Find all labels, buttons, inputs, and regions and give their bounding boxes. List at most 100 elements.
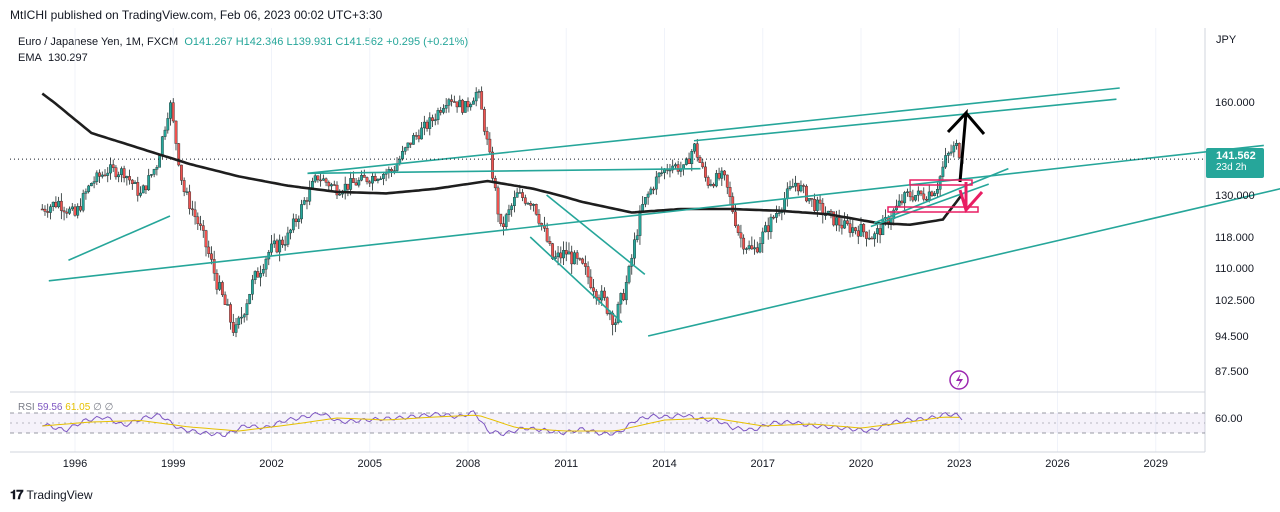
candle-body [193,209,197,218]
rsi-band [10,412,1205,434]
candle-body [562,250,565,259]
candle-body [627,266,631,283]
rsi-axis: 60.00 [1215,413,1243,425]
candle-body [641,203,645,212]
candle-body [294,218,298,223]
candle-body [652,188,655,191]
candle-body [815,199,819,211]
candle-body [469,104,473,108]
time-tick: 2017 [751,458,775,470]
candle-body [346,183,350,190]
candle-body [578,258,582,260]
ema-line [41,92,964,227]
candle-body [728,187,732,197]
candle-body [897,200,901,207]
candle-body [676,164,680,172]
candle-body [875,228,879,234]
candle-body [799,185,803,192]
candle-body [624,282,628,301]
price-tick: 160.000 [1215,97,1255,109]
candle-body [496,187,500,215]
candle-body [905,191,909,193]
candle-body [212,259,216,274]
candle-body [412,135,415,145]
candle-body [916,190,920,196]
candle-body [480,91,484,110]
candle-body [166,118,170,131]
candle-body [482,109,486,132]
rsi-line [42,410,963,438]
candle-body [698,157,702,163]
rsi-band-fill [10,413,1205,433]
candle-body [368,181,372,184]
projection-arrows[interactable] [887,108,986,214]
candle-body [736,225,740,233]
candle-body [220,282,224,296]
candle-body [854,227,857,231]
candle-body [788,186,792,190]
candle-body [422,121,426,129]
candle-body [242,314,246,318]
candle-body [474,91,478,102]
ema-value: 130.297 [47,52,88,64]
candle-body [835,217,838,226]
candle-body [365,177,369,183]
time-tick: 1996 [63,458,87,470]
candle-body [753,247,756,250]
rsi-label: RSI [18,402,35,413]
candle-body [564,250,568,255]
ema-legend[interactable]: EMA 130.297 [18,52,88,64]
candle-body [573,252,576,265]
candle-body [403,147,407,152]
dividend-icon[interactable] [949,370,969,390]
rsi-ma-value: 61.05 [65,402,91,413]
publisher-caption: MtICHI published on TradingView.com, Feb… [10,8,383,22]
candle-body [537,214,541,224]
candle-body [305,200,309,202]
trendline [546,194,646,276]
candle-body [840,224,844,229]
candle-body [401,151,404,160]
candle-body [911,196,915,201]
candle-body [114,167,118,178]
candle-body [957,143,961,158]
candle-body [693,143,696,152]
candle-body [903,192,907,204]
candle-body [802,185,806,187]
candle-body [862,224,866,233]
candle-body [171,102,175,122]
candle-body [46,211,50,213]
footer-brand[interactable]: 𝟏𝟕 TradingView [10,487,93,503]
candle-body [613,322,617,325]
candle-body [668,169,672,172]
candle-body [218,282,222,290]
price-tick: 110.000 [1215,263,1254,275]
candle-body [818,199,822,204]
candle-body [226,304,230,306]
candle-body [553,256,557,259]
price-axis[interactable]: 160.000 130.000 118.000 110.000 102.500 94.50… [1215,97,1255,378]
candle-body [43,208,47,212]
candle-body [646,193,650,198]
symbol-legend[interactable]: Euro / Japanese Yen, 1M, FXCM O141.267 H… [18,36,468,48]
time-axis[interactable]: 1996 1999 2002 2005 2008 2011 2014 2017 2020 2023… [63,458,1168,470]
rsi-tick: 60.00 [1215,413,1243,425]
candle-body [234,324,238,333]
rsi-legend[interactable]: RSI 59.56 61.05 ∅ ∅ [18,402,113,413]
time-tick: 2011 [554,458,578,470]
trendline [68,215,171,261]
time-tick: 2023 [947,458,971,470]
candle-body [117,174,121,178]
brand-name: TradingView [26,488,93,502]
candle-body [76,206,80,216]
candle-body [608,312,612,315]
candle-body [616,303,620,324]
candle-body [706,177,710,186]
candle-body [311,180,314,188]
candle-body [95,172,99,182]
candle-body [744,248,748,250]
candle-body [949,151,953,154]
candle-body [275,240,279,253]
candle-body [210,253,213,260]
